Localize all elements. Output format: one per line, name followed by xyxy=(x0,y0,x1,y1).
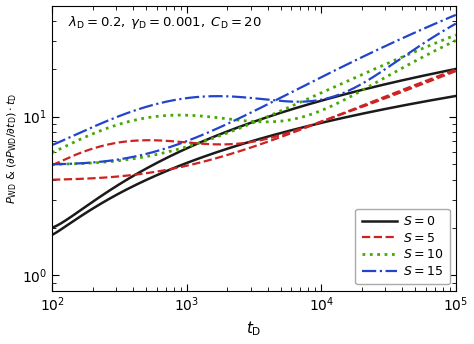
$S=10$ xyxy=(246,119,251,123)
$S=5$ xyxy=(441,74,447,78)
X-axis label: $t_{\mathrm{D}}$: $t_{\mathrm{D}}$ xyxy=(246,320,262,338)
$S=0$ xyxy=(246,140,251,144)
$S=5$ xyxy=(246,140,251,144)
$S=15$ xyxy=(70,134,75,138)
$S=10$ xyxy=(441,44,447,49)
Y-axis label: $P_{\mathrm{WD}}$ & $(\partial P_{\mathrm{WD}}/\partial t_{\mathrm{D}})\cdot t_{: $P_{\mathrm{WD}}$ & $(\partial P_{\mathr… xyxy=(6,93,19,204)
$S=5$ xyxy=(235,142,240,146)
$S=10$ xyxy=(235,118,240,122)
$S=15$ xyxy=(235,95,240,99)
$S=5$ xyxy=(70,154,75,158)
Line: $S=10$: $S=10$ xyxy=(52,41,456,153)
$S=15$ xyxy=(453,22,459,26)
Line: $S=15$: $S=15$ xyxy=(52,24,456,145)
Text: $\lambda_{\mathrm{D}}=0.2,\;\gamma_{\mathrm{D}}=0.001,\;C_{\mathrm{D}}=20$: $\lambda_{\mathrm{D}}=0.2,\;\gamma_{\mat… xyxy=(68,14,262,31)
$S=15$ xyxy=(441,28,447,32)
$S=0$ xyxy=(235,143,240,148)
$S=0$ xyxy=(70,219,75,224)
$S=0$ xyxy=(49,233,55,237)
$S=10$ xyxy=(49,151,55,155)
$S=0$ xyxy=(453,94,459,98)
$S=5$ xyxy=(441,74,447,78)
Legend: $S=0$, $S=5$, $S=10$, $S=15$: $S=0$, $S=5$, $S=10$, $S=15$ xyxy=(356,209,449,284)
$S=0$ xyxy=(367,110,373,114)
$S=10$ xyxy=(453,39,459,43)
$S=5$ xyxy=(367,102,373,106)
Line: $S=5$: $S=5$ xyxy=(52,71,456,165)
$S=5$ xyxy=(49,163,55,167)
$S=0$ xyxy=(441,96,447,100)
$S=15$ xyxy=(246,96,251,100)
$S=10$ xyxy=(367,84,373,88)
$S=5$ xyxy=(453,69,459,73)
$S=15$ xyxy=(49,143,55,147)
$S=15$ xyxy=(441,29,447,33)
Line: $S=0$: $S=0$ xyxy=(52,96,456,235)
$S=10$ xyxy=(441,44,447,48)
$S=15$ xyxy=(367,77,373,81)
$S=10$ xyxy=(70,141,75,145)
$S=0$ xyxy=(441,96,447,100)
